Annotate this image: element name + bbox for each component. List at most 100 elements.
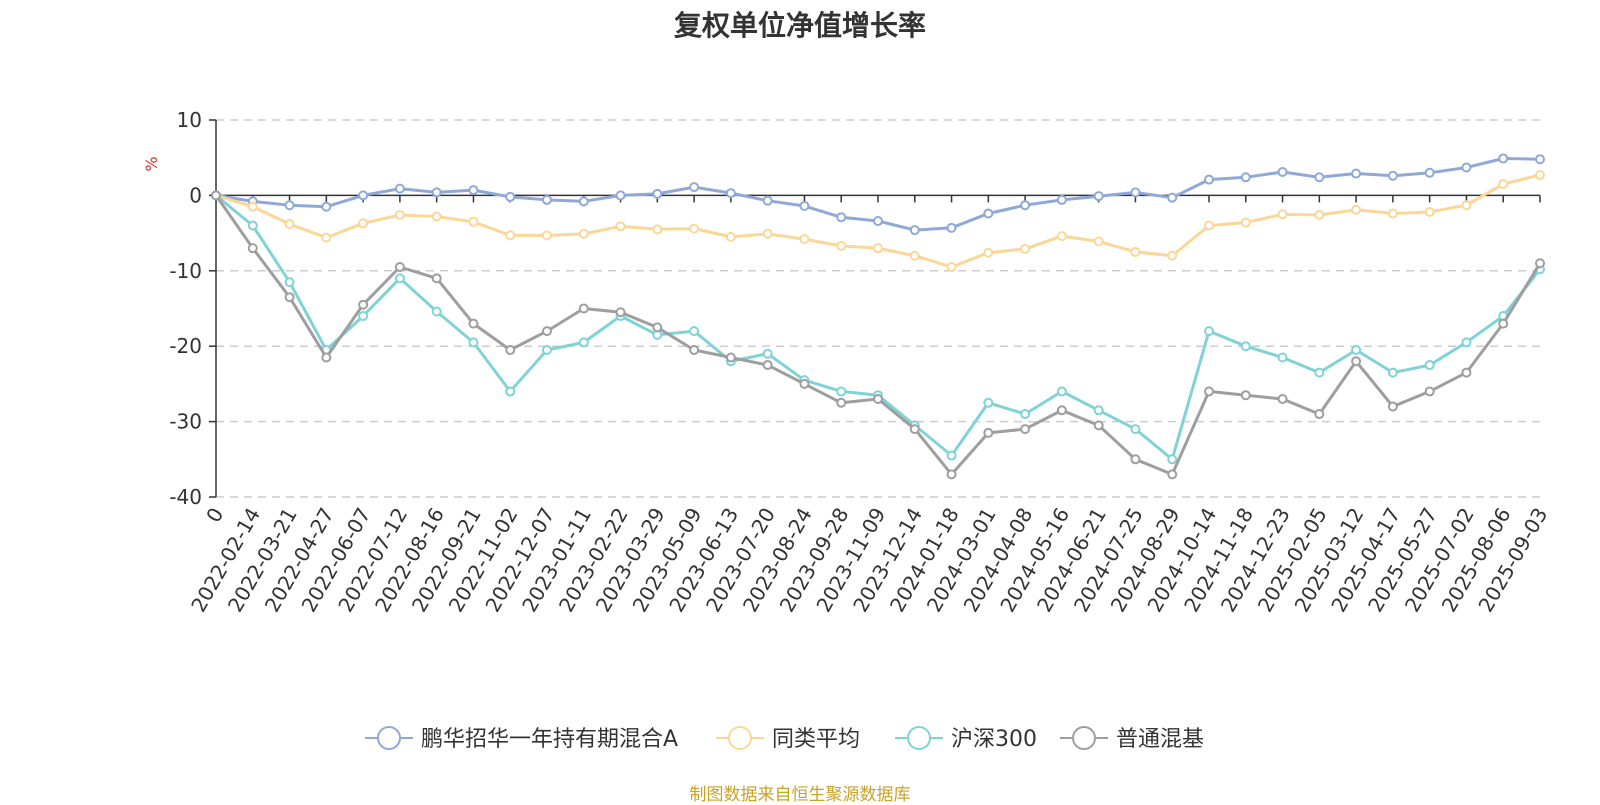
series-3-point [1498, 318, 1509, 329]
series-0-point [321, 201, 332, 212]
series-2-point [284, 277, 295, 288]
series-2-point [358, 311, 369, 322]
series-2-point [505, 386, 516, 397]
series-1-point [431, 211, 442, 222]
legend-label: 普通混基 [1116, 727, 1204, 752]
series-1-point [505, 230, 516, 241]
legend-item-0[interactable]: 鹏华招华一年持有期混合A [365, 726, 678, 752]
series-1-point [1130, 246, 1141, 257]
series-1-point [1056, 231, 1067, 242]
series-1-point [1093, 236, 1104, 247]
series-1-point [1240, 217, 1251, 228]
series-2-point [1204, 326, 1214, 337]
series-1-point [284, 219, 295, 230]
series-1-point [762, 228, 773, 239]
series-0-point [725, 188, 736, 199]
series-1-point [909, 250, 920, 261]
series-0-point [394, 183, 405, 194]
y-tick-label: -20 [169, 334, 202, 358]
series-3-point [1020, 424, 1031, 435]
legend-item-2[interactable]: 沪深300 [895, 726, 1037, 752]
series-2-point [836, 386, 847, 397]
series-2-point [431, 306, 442, 317]
legend-circle-icon [377, 726, 401, 750]
series-0-point [1351, 168, 1362, 179]
series-0-point [284, 200, 295, 211]
series-3-point [1314, 409, 1325, 420]
series-3-point [358, 299, 369, 310]
series-0-point [909, 225, 920, 236]
series-3-point [284, 292, 295, 303]
series-0-point [578, 196, 589, 207]
y-tick-label: 0 [189, 183, 202, 207]
series-0-point [799, 200, 810, 211]
series-1-point [689, 223, 700, 234]
series-3-point [799, 378, 810, 389]
source-note: 制图数据来自恒生聚源数据库 [689, 785, 911, 805]
series-1-point [1461, 200, 1472, 211]
series-2-point [1167, 454, 1178, 465]
series-2-point [247, 220, 258, 231]
y-tick-labels: 10 0 -10 -20 -30 -40 [169, 108, 202, 509]
series-0-point [1020, 200, 1031, 211]
series-1-point [247, 201, 258, 212]
x-tick-labels: 02022-02-142022-03-212022-04-272022-06-0… [186, 503, 1552, 616]
series-2-point [983, 397, 994, 408]
legend-item-3[interactable]: 普通混基 [1060, 726, 1204, 752]
legend-circle-icon [728, 726, 752, 750]
series-2-point [1277, 352, 1288, 363]
series-0-point [836, 212, 847, 223]
series-3-point [1056, 405, 1067, 416]
series-0-point [1277, 167, 1288, 178]
series-2-point [542, 344, 552, 355]
series-1-point [652, 224, 663, 235]
series-2-point [1424, 360, 1435, 371]
legend-circle-icon [907, 726, 931, 750]
series-3-point [1424, 386, 1435, 397]
y-tick-label: 10 [177, 108, 202, 132]
series-1-point [394, 210, 405, 221]
series-0-point [1093, 191, 1104, 202]
series-0-point [1424, 167, 1435, 178]
x-tick-label: 0 [201, 504, 228, 527]
series-3-point [689, 344, 700, 355]
series-1-point [1387, 208, 1398, 219]
series-3-point [652, 322, 663, 333]
series-3-point [946, 469, 957, 480]
legend-item-1[interactable]: 同类平均 [716, 726, 860, 752]
series-3-point [431, 273, 442, 284]
series-1-point [1351, 204, 1362, 215]
series-2-point [468, 337, 479, 348]
series-2-point [1387, 367, 1398, 378]
legend-label: 鹏华招华一年持有期混合A [421, 727, 678, 752]
series-1-point [468, 216, 479, 227]
series-1-point [578, 228, 589, 239]
series-3-point [468, 318, 479, 329]
series-line-3 [214, 194, 1542, 476]
series-2-point [689, 326, 700, 337]
series-1-point [542, 230, 552, 241]
series-3-point [1130, 454, 1141, 465]
series-3-point [762, 360, 773, 371]
series-0-point [468, 185, 479, 196]
series-0-point [358, 190, 369, 201]
series-3-point [1277, 393, 1288, 404]
series-3-point [615, 307, 626, 318]
y-tick-label: -40 [169, 485, 202, 509]
series-3-point [1461, 367, 1472, 378]
series-0-point [1498, 153, 1509, 164]
series-2-point [1056, 386, 1067, 397]
series-2-point [1351, 344, 1362, 355]
series-3-point [1093, 420, 1104, 431]
chart-title: 复权单位净值增长率 [673, 9, 926, 42]
series-1-point [873, 243, 883, 254]
series-1-point [946, 262, 957, 273]
series-2-point [1093, 405, 1104, 416]
series-2-point [1461, 337, 1472, 348]
series-0-point [1130, 187, 1141, 198]
series-2-point [762, 348, 773, 359]
series-3-point [909, 424, 920, 435]
series-0-point [1167, 192, 1178, 203]
series-0-point [1535, 154, 1545, 165]
